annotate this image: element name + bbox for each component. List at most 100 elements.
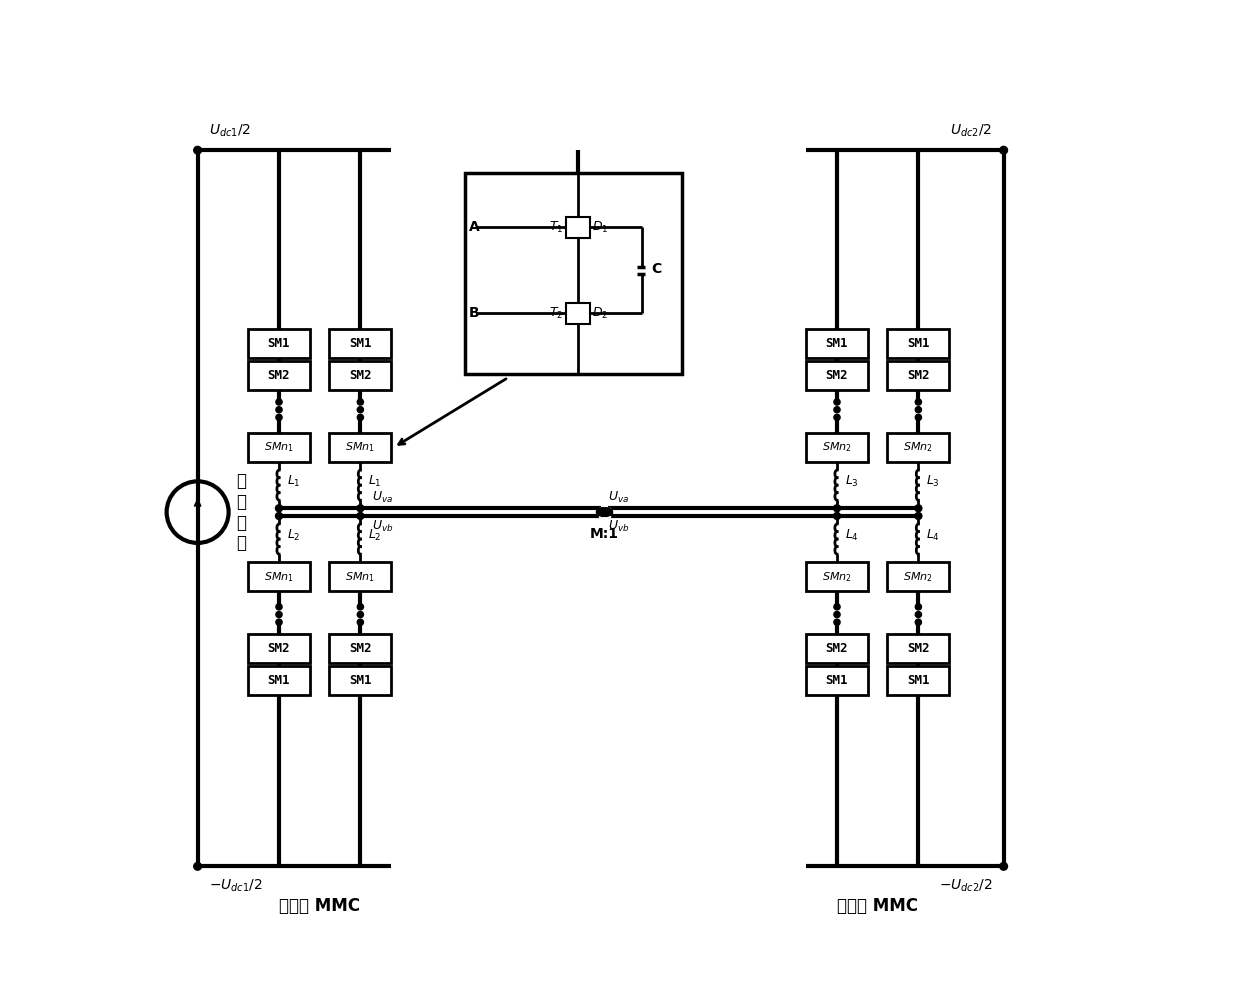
Circle shape — [915, 604, 921, 610]
Text: SM1: SM1 — [350, 337, 372, 350]
Circle shape — [275, 399, 283, 405]
Text: $-U_{dc1}/2$: $-U_{dc1}/2$ — [210, 878, 263, 894]
Circle shape — [357, 414, 363, 420]
Text: $L_3$: $L_3$ — [844, 474, 858, 489]
Circle shape — [275, 604, 283, 610]
Bar — [806, 562, 868, 592]
Circle shape — [275, 505, 283, 512]
Text: B: B — [469, 306, 480, 321]
Bar — [248, 634, 310, 663]
Text: SM2: SM2 — [350, 369, 372, 382]
Text: $D_1$: $D_1$ — [593, 220, 609, 235]
Text: $U_{va}$: $U_{va}$ — [372, 490, 393, 505]
Bar — [330, 329, 392, 358]
Circle shape — [193, 863, 201, 870]
Text: 一次侧 MMC: 一次侧 MMC — [279, 897, 360, 915]
Circle shape — [193, 146, 201, 154]
Text: $SMn_1$: $SMn_1$ — [346, 440, 376, 455]
Bar — [248, 432, 310, 462]
Text: $L_4$: $L_4$ — [844, 528, 858, 543]
Text: $SMn_2$: $SMn_2$ — [904, 440, 934, 455]
Circle shape — [275, 619, 283, 625]
Text: SM1: SM1 — [826, 337, 848, 350]
Text: $U_{dc2}/2$: $U_{dc2}/2$ — [950, 122, 992, 139]
Text: $SMn_2$: $SMn_2$ — [822, 570, 852, 584]
Bar — [330, 562, 392, 592]
Circle shape — [357, 612, 363, 618]
Circle shape — [357, 406, 363, 413]
Bar — [806, 432, 868, 462]
Text: SM1: SM1 — [268, 674, 290, 687]
Text: SM1: SM1 — [350, 674, 372, 687]
Circle shape — [833, 399, 841, 405]
Text: SM2: SM2 — [908, 369, 930, 382]
Circle shape — [833, 512, 841, 519]
Bar — [330, 432, 392, 462]
Circle shape — [915, 512, 921, 519]
Circle shape — [915, 406, 921, 413]
Circle shape — [357, 505, 363, 512]
Bar — [330, 666, 392, 696]
Text: $L_1$: $L_1$ — [368, 474, 382, 489]
Text: SM1: SM1 — [908, 674, 930, 687]
Text: $U_{vb}$: $U_{vb}$ — [609, 519, 630, 534]
Circle shape — [833, 604, 841, 610]
Bar — [888, 634, 950, 663]
Text: $U_{dc1}/2$: $U_{dc1}/2$ — [210, 122, 250, 139]
Circle shape — [833, 414, 841, 420]
Text: $SMn_1$: $SMn_1$ — [264, 440, 294, 455]
Text: $SMn_1$: $SMn_1$ — [346, 570, 376, 584]
Circle shape — [833, 619, 841, 625]
Text: SM2: SM2 — [826, 369, 848, 382]
Text: $SMn_2$: $SMn_2$ — [904, 570, 934, 584]
Bar — [888, 361, 950, 390]
Bar — [806, 666, 868, 696]
Bar — [248, 666, 310, 696]
Circle shape — [915, 399, 921, 405]
Text: $L_2$: $L_2$ — [368, 528, 382, 543]
Text: SM2: SM2 — [826, 642, 848, 655]
Circle shape — [915, 619, 921, 625]
Text: SM1: SM1 — [826, 674, 848, 687]
Circle shape — [596, 509, 604, 515]
Bar — [565, 303, 590, 324]
Text: $T_2$: $T_2$ — [549, 305, 563, 321]
Circle shape — [999, 863, 1007, 870]
Circle shape — [357, 604, 363, 610]
Text: $D_2$: $D_2$ — [593, 305, 609, 321]
Text: SM2: SM2 — [350, 642, 372, 655]
Bar — [806, 329, 868, 358]
Text: $L_1$: $L_1$ — [286, 474, 300, 489]
Text: SM2: SM2 — [268, 642, 290, 655]
Text: $SMn_2$: $SMn_2$ — [822, 440, 852, 455]
Circle shape — [915, 414, 921, 420]
Circle shape — [999, 146, 1007, 154]
Text: $L_2$: $L_2$ — [286, 528, 300, 543]
Bar — [806, 361, 868, 390]
Text: C: C — [651, 262, 661, 276]
Bar — [330, 634, 392, 663]
Text: SM1: SM1 — [268, 337, 290, 350]
Bar — [465, 173, 682, 374]
Text: SM2: SM2 — [268, 369, 290, 382]
Bar — [599, 508, 610, 517]
Text: 直
流
输
入: 直 流 输 入 — [237, 472, 247, 552]
Circle shape — [357, 399, 363, 405]
Text: $SMn_1$: $SMn_1$ — [264, 570, 294, 584]
Bar — [888, 432, 950, 462]
Circle shape — [357, 512, 363, 519]
Circle shape — [275, 414, 283, 420]
Circle shape — [357, 619, 363, 625]
Text: $L_4$: $L_4$ — [926, 528, 940, 543]
Circle shape — [833, 505, 841, 512]
Text: SM2: SM2 — [908, 642, 930, 655]
Text: $T_1$: $T_1$ — [549, 220, 563, 235]
Text: $U_{va}$: $U_{va}$ — [609, 490, 630, 505]
Bar — [565, 217, 590, 238]
Circle shape — [275, 612, 283, 618]
Text: SM1: SM1 — [908, 337, 930, 350]
Bar — [888, 329, 950, 358]
Text: A: A — [469, 221, 480, 235]
Bar — [248, 329, 310, 358]
Bar — [888, 562, 950, 592]
